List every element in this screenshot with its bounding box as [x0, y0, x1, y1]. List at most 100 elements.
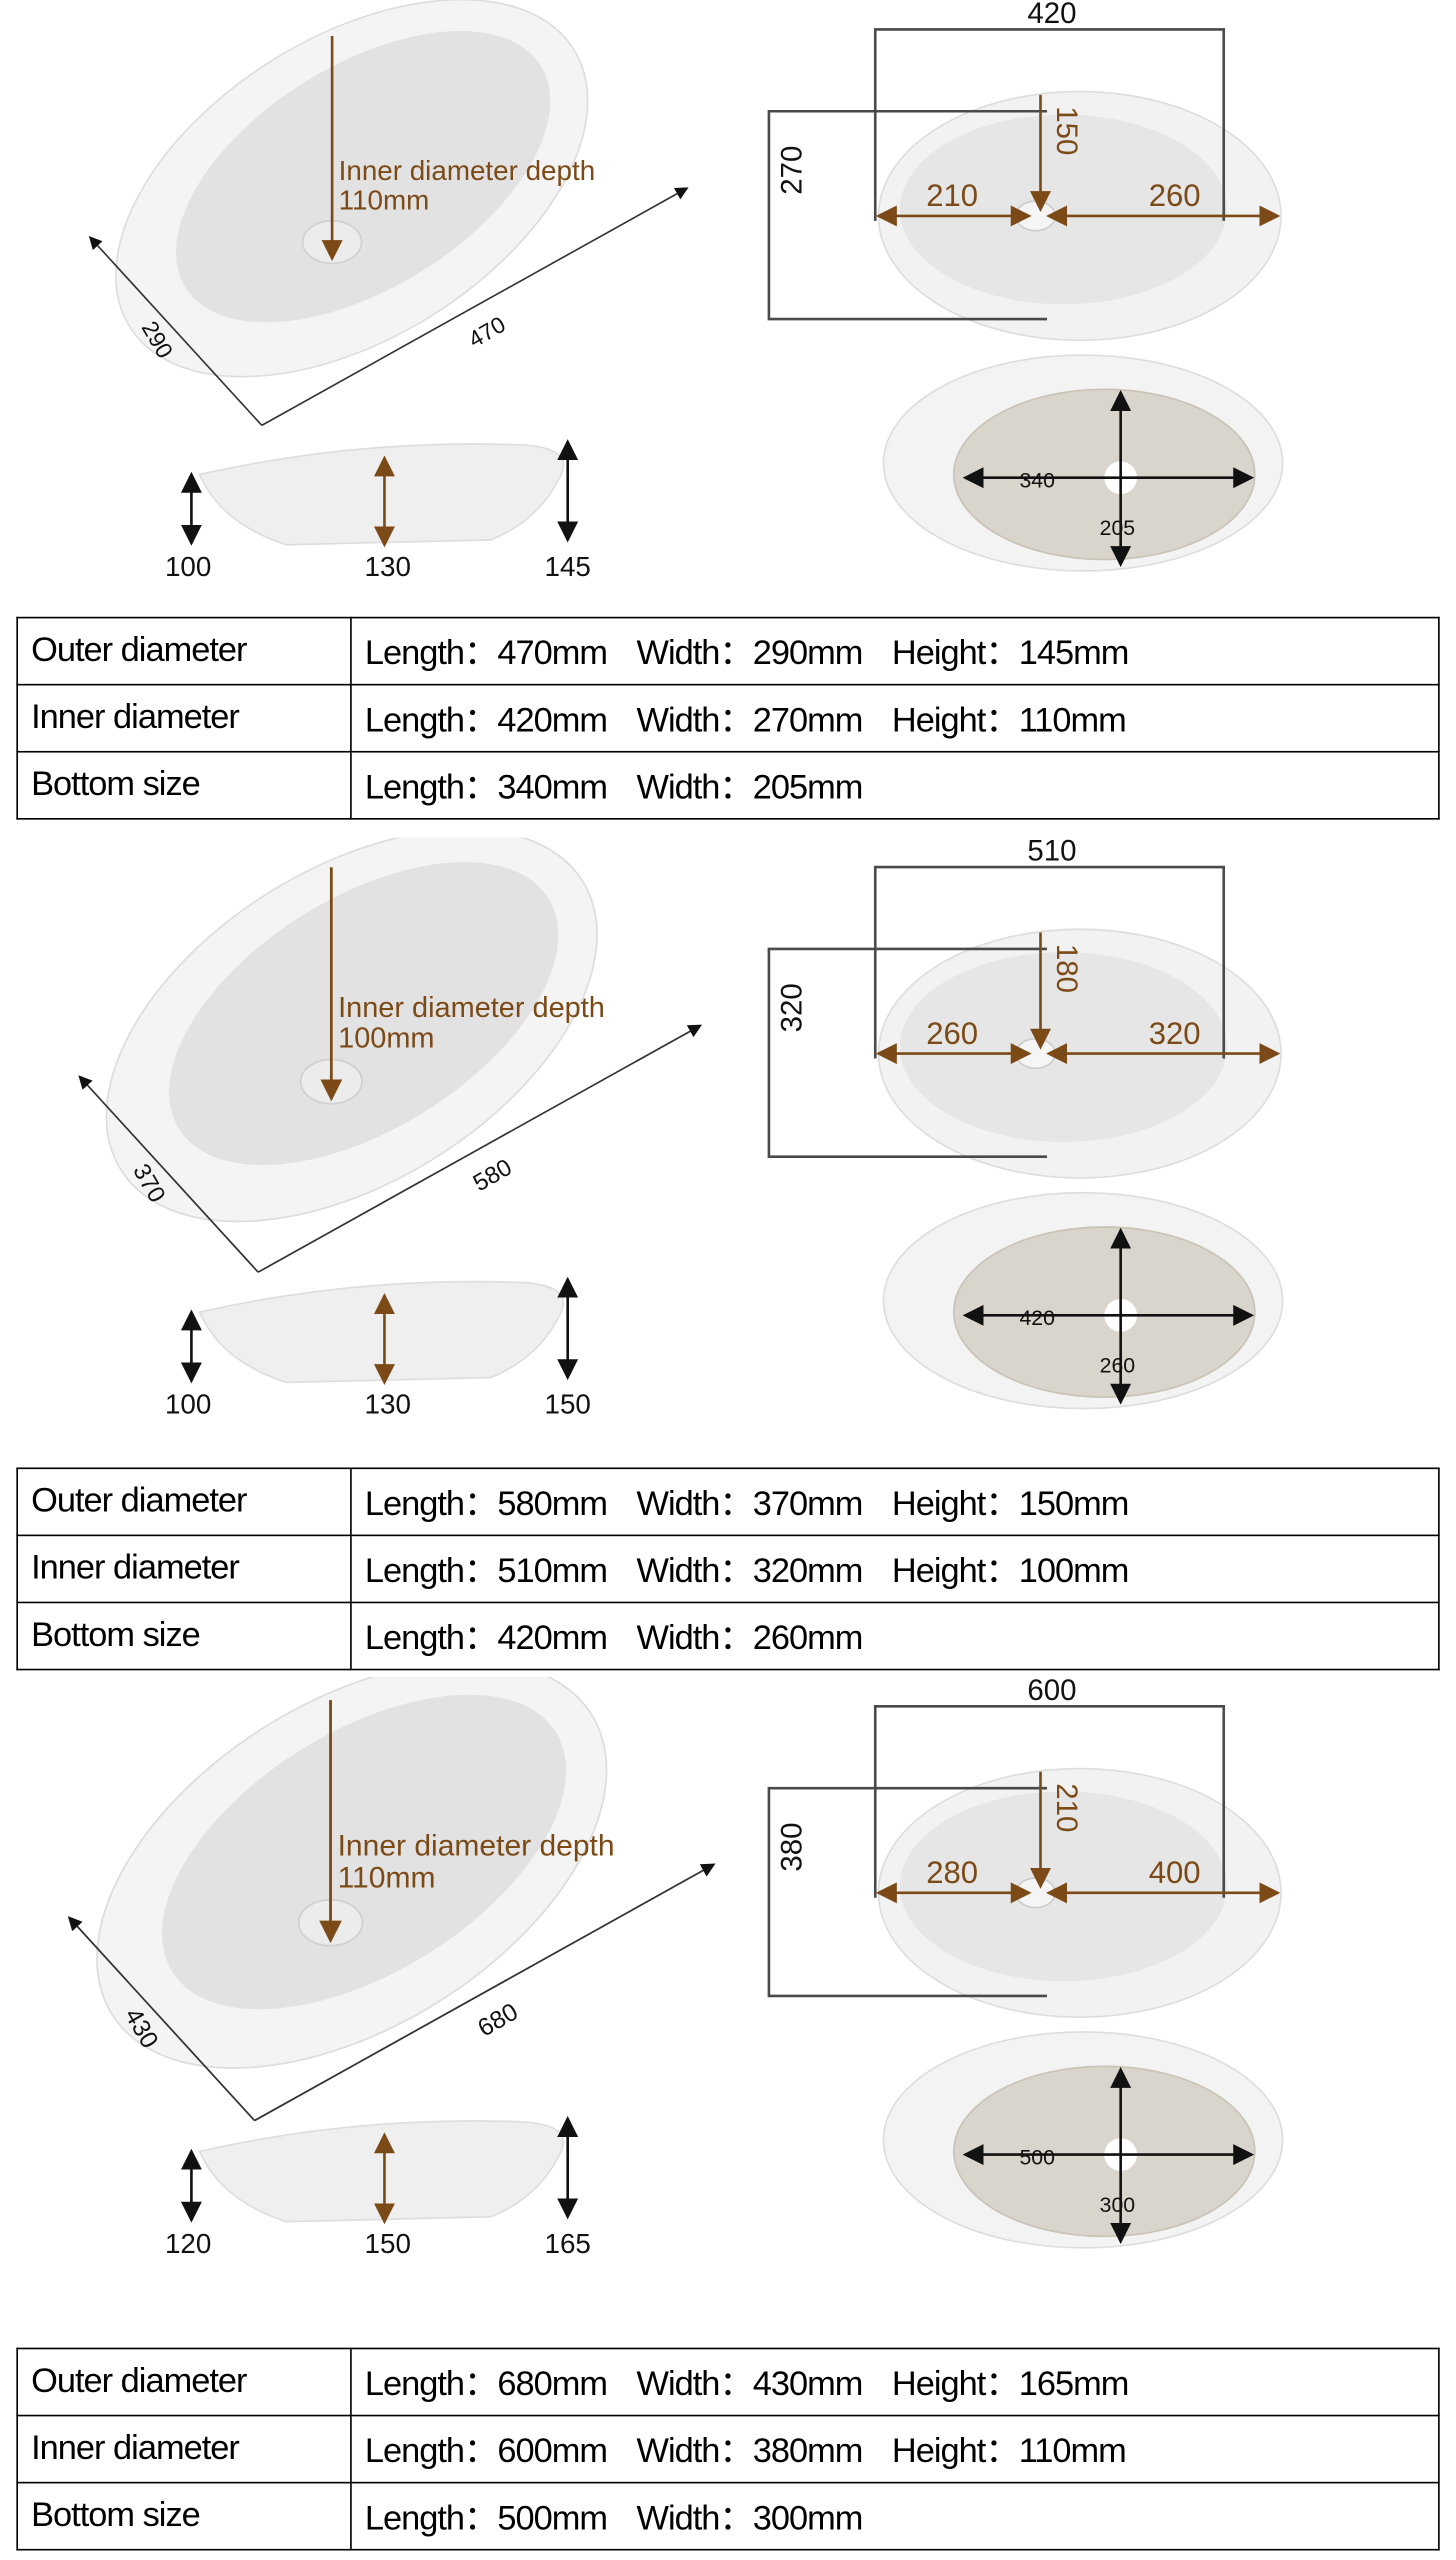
spec-row-values: Length：680mm Width：430mm Height：165mm: [350, 2347, 1440, 2417]
spec-row-label: Inner diameter: [16, 2414, 352, 2484]
inner-length-line: [873, 1705, 1226, 1898]
inner-length-label: 420: [1027, 0, 1076, 30]
bottom-length-label: 500: [1019, 2145, 1054, 2169]
spec-value: Height：100mm: [891, 1552, 1129, 1591]
side-mid-height: 130: [365, 551, 411, 582]
side-right-height: 165: [544, 2228, 590, 2259]
spec-row-label: Inner diameter: [16, 683, 352, 753]
side-view: 100 130 150: [165, 1276, 591, 1420]
spec-row: Bottom size Length：500mm Width：300mm: [16, 2481, 1440, 2551]
inner-width-line: [767, 1786, 1048, 1998]
top-view: 600 380 210 280 400: [767, 1677, 1282, 2019]
bottom-length-label: 340: [1019, 469, 1054, 493]
left-length-label: 260: [926, 1016, 978, 1051]
spec-row: Outer diameter Length：580mm Width：370mm Hei…: [16, 1467, 1440, 1537]
spec-row-label: Inner diameter: [16, 1534, 352, 1604]
spec-table-2: Outer diameter Length：580mm Width：370mm Hei…: [16, 1467, 1440, 1671]
spec-row: Outer diameter Length：680mm Width：430mm Hei…: [16, 2347, 1440, 2417]
half-width-label: 180: [1050, 944, 1083, 993]
inner-width-line: [767, 109, 1048, 321]
bottom-length-label: 420: [1019, 1306, 1054, 1330]
length-dimension-line: [254, 1863, 716, 2122]
spec-value: Length：580mm: [364, 1485, 608, 1524]
spec-row: Inner diameter Length：600mm Width：380mm Hei…: [16, 2414, 1440, 2484]
spec-row-label: Outer diameter: [16, 1467, 352, 1537]
spec-row: Bottom size Length：420mm Width：260mm: [16, 1601, 1440, 1671]
spec-value: Height：145mm: [891, 634, 1129, 673]
spec-row-values: Length：340mm Width：205mm: [350, 750, 1440, 820]
spec-row: Bottom size Length：340mm Width：205mm: [16, 750, 1440, 820]
side-view: 100 130 145: [165, 439, 591, 582]
inner-length-line: [873, 865, 1226, 1059]
bottom-width-label: 300: [1100, 2193, 1135, 2217]
depth-value: 110mm: [338, 1861, 436, 1894]
spec-table-3: Outer diameter Length：680mm Width：430mm Hei…: [16, 2347, 1440, 2551]
left-length-label: 280: [926, 1855, 978, 1890]
spec-value: Length：420mm: [364, 701, 608, 740]
spec-value: Width：290mm: [636, 634, 864, 673]
side-left-height: 100: [165, 1389, 211, 1420]
spec-row-values: Length：500mm Width：300mm: [350, 2481, 1440, 2551]
bottom-view: 420 260: [882, 1191, 1284, 1410]
side-mid-height: 130: [365, 1389, 411, 1420]
spec-value: Width：430mm: [636, 2365, 864, 2404]
inner-length-line: [873, 28, 1226, 221]
basin-inner-bowl: [176, 31, 551, 323]
width-dimension-line: [67, 1916, 256, 2122]
spec-row-values: Length：510mm Width：320mm Height：100mm: [350, 1534, 1440, 1604]
spec-value: Length：510mm: [364, 1552, 608, 1591]
inner-width-line: [767, 947, 1048, 1158]
bottom-view: 340 205: [882, 354, 1284, 572]
spec-value: Height：165mm: [891, 2365, 1129, 2404]
length-dimension-line: [261, 187, 689, 427]
bottom-view: 500 300: [882, 2031, 1284, 2249]
right-length-label: 320: [1149, 1016, 1201, 1051]
spec-value: Width：300mm: [636, 2499, 864, 2538]
basin-inner-bowl: [169, 862, 559, 1166]
spec-row-label: Bottom size: [16, 1601, 352, 1671]
perspective-length-label: 470: [464, 311, 510, 353]
side-left-height: 120: [165, 2228, 211, 2259]
spec-value: Height：110mm: [891, 2432, 1127, 2471]
side-right-height: 145: [544, 551, 590, 582]
width-dimension-line: [88, 236, 263, 426]
spec-row-label: Bottom size: [16, 2481, 352, 2551]
spec-row-values: Length：420mm Width：270mm Height：110mm: [350, 683, 1440, 753]
spec-value: Length：500mm: [364, 2499, 608, 2538]
spec-value: Length：340mm: [364, 768, 608, 807]
perspective-length-label: 580: [469, 1154, 517, 1197]
spec-row-label: Bottom size: [16, 750, 352, 820]
spec-row-values: Length：470mm Width：290mm Height：145mm: [350, 616, 1440, 686]
depth-value: 100mm: [338, 1023, 434, 1055]
basin-inner-bowl: [162, 1694, 567, 2010]
basin-side-profile: [198, 1280, 565, 1384]
spec-row-label: Outer diameter: [16, 616, 352, 686]
perspective-length-label: 680: [474, 1998, 523, 2042]
spec-row-values: Length：580mm Width：370mm Height：150mm: [350, 1467, 1440, 1537]
right-length-label: 260: [1149, 178, 1201, 213]
spec-value: Width：205mm: [636, 768, 864, 807]
spec-value: Height：150mm: [891, 1485, 1129, 1524]
spec-value: Height：110mm: [891, 701, 1127, 740]
bottom-width-label: 205: [1100, 516, 1135, 540]
spec-row-values: Length：600mm Width：380mm Height：110mm: [350, 2414, 1440, 2484]
width-dimension-line: [78, 1075, 259, 1273]
spec-value: Width：260mm: [636, 1619, 864, 1658]
inner-width-label: 270: [776, 146, 809, 195]
bottom-width-label: 260: [1100, 1354, 1135, 1378]
spec-row-label: Outer diameter: [16, 2347, 352, 2417]
spec-row: Inner diameter Length：420mm Width：270mm Hei…: [16, 683, 1440, 753]
inner-length-label: 600: [1027, 1677, 1076, 1707]
spec-row-values: Length：420mm Width：260mm: [350, 1601, 1440, 1671]
basin-side-profile: [198, 2120, 565, 2223]
spec-table-1: Outer diameter Length：470mm Width：290mm Hei…: [16, 616, 1440, 820]
half-width-label: 150: [1050, 106, 1083, 155]
spec-value: Length：600mm: [364, 2432, 608, 2471]
spec-value: Width：270mm: [636, 701, 864, 740]
